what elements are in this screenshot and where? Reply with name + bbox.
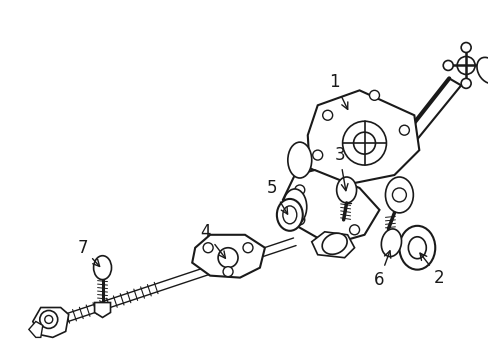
Ellipse shape	[399, 226, 434, 270]
Circle shape	[349, 225, 359, 235]
Ellipse shape	[385, 177, 412, 213]
Circle shape	[442, 60, 452, 71]
Circle shape	[40, 310, 58, 328]
Circle shape	[312, 150, 322, 160]
Circle shape	[392, 188, 406, 202]
Circle shape	[399, 125, 408, 135]
Circle shape	[456, 57, 474, 75]
Circle shape	[460, 42, 470, 53]
Ellipse shape	[276, 199, 302, 231]
Circle shape	[218, 248, 238, 268]
Text: 4: 4	[200, 223, 225, 258]
Ellipse shape	[93, 256, 111, 280]
Polygon shape	[311, 232, 354, 258]
Text: 2: 2	[419, 253, 444, 287]
Circle shape	[203, 243, 213, 253]
Circle shape	[478, 60, 488, 71]
Ellipse shape	[322, 233, 346, 254]
Polygon shape	[192, 235, 264, 278]
Text: 3: 3	[334, 146, 347, 191]
Circle shape	[460, 78, 470, 88]
Ellipse shape	[282, 206, 296, 224]
Polygon shape	[33, 307, 68, 337]
Circle shape	[45, 315, 53, 323]
Circle shape	[243, 243, 252, 253]
Circle shape	[353, 132, 375, 154]
Circle shape	[369, 90, 379, 100]
Circle shape	[223, 267, 233, 276]
Polygon shape	[307, 90, 419, 185]
Circle shape	[294, 185, 304, 195]
Ellipse shape	[407, 237, 426, 259]
Polygon shape	[94, 302, 110, 318]
Polygon shape	[282, 170, 379, 245]
Text: 7: 7	[77, 239, 100, 266]
Text: 5: 5	[266, 179, 287, 214]
Ellipse shape	[287, 142, 311, 178]
Ellipse shape	[381, 229, 401, 257]
Ellipse shape	[336, 177, 356, 203]
Circle shape	[322, 110, 332, 120]
Text: 6: 6	[373, 251, 390, 289]
Circle shape	[294, 215, 304, 225]
Text: 1: 1	[328, 73, 347, 109]
Circle shape	[342, 121, 386, 165]
Ellipse shape	[282, 189, 306, 225]
Polygon shape	[29, 321, 42, 337]
Ellipse shape	[476, 57, 488, 84]
